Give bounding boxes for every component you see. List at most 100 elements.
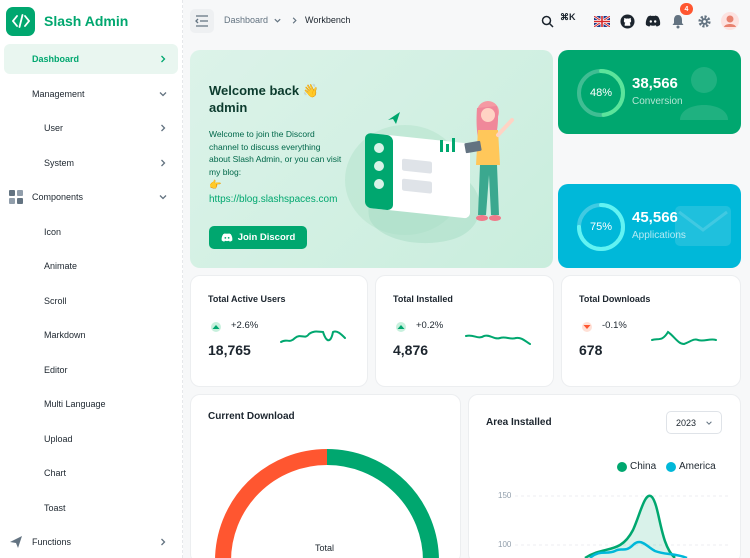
uk-flag-icon — [594, 15, 610, 27]
card-trend: +0.2% — [416, 320, 444, 331]
search-icon — [541, 15, 554, 28]
donut-segment-red — [215, 449, 328, 558]
conversion-percent: 48% — [589, 87, 613, 99]
sidebar-item-user[interactable]: User — [4, 113, 178, 143]
sidebar-item-dashboard[interactable]: Dashboard — [4, 44, 178, 74]
donut-center-label: Total — [315, 543, 335, 553]
line-america — [589, 540, 688, 558]
sidebar-item-management[interactable]: Management — [4, 79, 178, 109]
applications-percent: 75% — [589, 221, 613, 233]
breadcrumb-workbench: Workbench — [305, 15, 351, 25]
legend-america[interactable]: America — [666, 461, 716, 472]
conversion-card: 48% 38,566 Conversion — [558, 50, 741, 134]
sidebar-item-functions[interactable]: Functions — [4, 527, 178, 557]
menu-fold-icon — [195, 15, 208, 27]
sidebar-item-multi-language[interactable]: Multi Language — [4, 389, 178, 419]
breadcrumb-dashboard[interactable]: Dashboard — [224, 15, 269, 25]
area-china — [585, 495, 675, 558]
chevron-down-icon — [706, 421, 712, 425]
notification-badge: 4 — [680, 3, 693, 15]
trend-up-icon — [211, 322, 221, 332]
sidebar-item-toast[interactable]: Toast — [4, 493, 178, 523]
avatar[interactable] — [719, 10, 741, 32]
sidebar-item-label: Scroll — [44, 296, 67, 306]
sparkline — [280, 330, 346, 343]
applications-label: Applications — [632, 230, 686, 241]
sidebar-item-scroll[interactable]: Scroll — [4, 286, 178, 316]
area-installed-card: Area Installed — [468, 394, 741, 558]
search-shortcut: ⌘K — [560, 12, 576, 22]
applications-value: 45,566 — [632, 209, 678, 226]
y-tick-label: 150 — [498, 491, 512, 500]
donut-chart — [215, 449, 439, 558]
join-discord-label: Join Discord — [237, 232, 296, 243]
applications-progress-ring — [577, 203, 625, 251]
chevron-right-icon — [292, 17, 297, 24]
sidebar-item-label: Markdown — [44, 330, 86, 340]
card-value: 678 — [579, 342, 603, 358]
sidebar-item-components[interactable]: Components — [4, 182, 178, 212]
blog-link[interactable]: https://blog.slashspaces.com — [209, 194, 338, 205]
settings-button[interactable] — [693, 10, 715, 32]
total-active-users-card: Total Active Users +2.6% 18,765 — [190, 275, 368, 387]
sidebar-item-label: Components — [32, 192, 84, 202]
chevron-right-icon — [161, 55, 166, 63]
sidebar-item-label: Toast — [44, 503, 66, 513]
card-title: Total Downloads — [579, 294, 651, 304]
conversion-progress-ring — [577, 69, 625, 117]
pointing-hand-icon: 👉 — [209, 180, 222, 191]
legend-dot — [617, 461, 627, 472]
sidebar-item-label: Multi Language — [44, 399, 106, 409]
welcome-title-line2: admin — [209, 100, 248, 115]
language-button[interactable] — [591, 10, 613, 32]
sidebar-item-label: Editor — [44, 365, 68, 375]
chevron-right-icon — [161, 159, 166, 167]
card-value: 4,876 — [393, 342, 429, 358]
discord-button[interactable] — [642, 10, 664, 32]
chevron-right-icon — [161, 538, 166, 546]
github-button[interactable] — [616, 10, 638, 32]
github-icon — [619, 13, 635, 29]
sidebar-item-markdown[interactable]: Markdown — [4, 320, 178, 350]
sparkline — [651, 330, 717, 346]
sidebar-item-label: Upload — [44, 434, 73, 444]
welcome-card: Welcome back 👋 admin Welcome to join the … — [190, 50, 553, 268]
line-china — [584, 494, 676, 558]
welcome-body: Welcome to join the Discord channel to d… — [209, 129, 342, 177]
trend-up-icon — [396, 322, 406, 332]
sidebar-item-chart[interactable]: Chart — [4, 458, 178, 488]
chevron-down-icon — [274, 18, 281, 23]
sidebar-item-system[interactable]: System — [4, 148, 178, 178]
card-trend: +2.6% — [231, 320, 259, 331]
mail-icon — [675, 206, 731, 246]
section-title: Area Installed — [486, 417, 552, 428]
total-installed-card: Total Installed +0.2% 4,876 — [375, 275, 554, 387]
sidebar-item-animate[interactable]: Animate — [4, 251, 178, 281]
trend-down-icon — [582, 322, 592, 332]
code-logo-icon — [6, 6, 35, 36]
chevron-down-icon — [159, 92, 167, 97]
sparkline — [465, 334, 531, 345]
search-button[interactable] — [536, 10, 558, 32]
legend-label: China — [630, 461, 657, 472]
legend-china[interactable]: China — [617, 461, 656, 472]
current-download-card: Current Download Total — [190, 394, 461, 558]
user-icon — [680, 67, 728, 120]
conversion-value: 38,566 — [632, 75, 678, 92]
sidebar-item-upload[interactable]: Upload — [4, 424, 178, 454]
gear-icon — [697, 14, 711, 28]
join-discord-button[interactable]: Join Discord — [209, 226, 307, 249]
card-value: 18,765 — [208, 342, 251, 358]
year-select[interactable]: 2023 — [666, 411, 722, 434]
year-select-value: 2023 — [676, 417, 697, 428]
brand[interactable]: Slash Admin — [6, 6, 128, 36]
sidebar-item-icon[interactable]: Icon — [4, 217, 178, 247]
notifications-button[interactable] — [667, 10, 689, 32]
sidebar-item-editor[interactable]: Editor — [4, 355, 178, 385]
menu-toggle-button[interactable] — [190, 9, 214, 33]
discord-icon — [221, 233, 233, 242]
workbench-illustration — [345, 101, 514, 244]
sidebar-item-label: Dashboard — [32, 54, 80, 64]
section-title: Current Download — [208, 411, 295, 422]
sidebar-item-label: User — [44, 123, 64, 133]
